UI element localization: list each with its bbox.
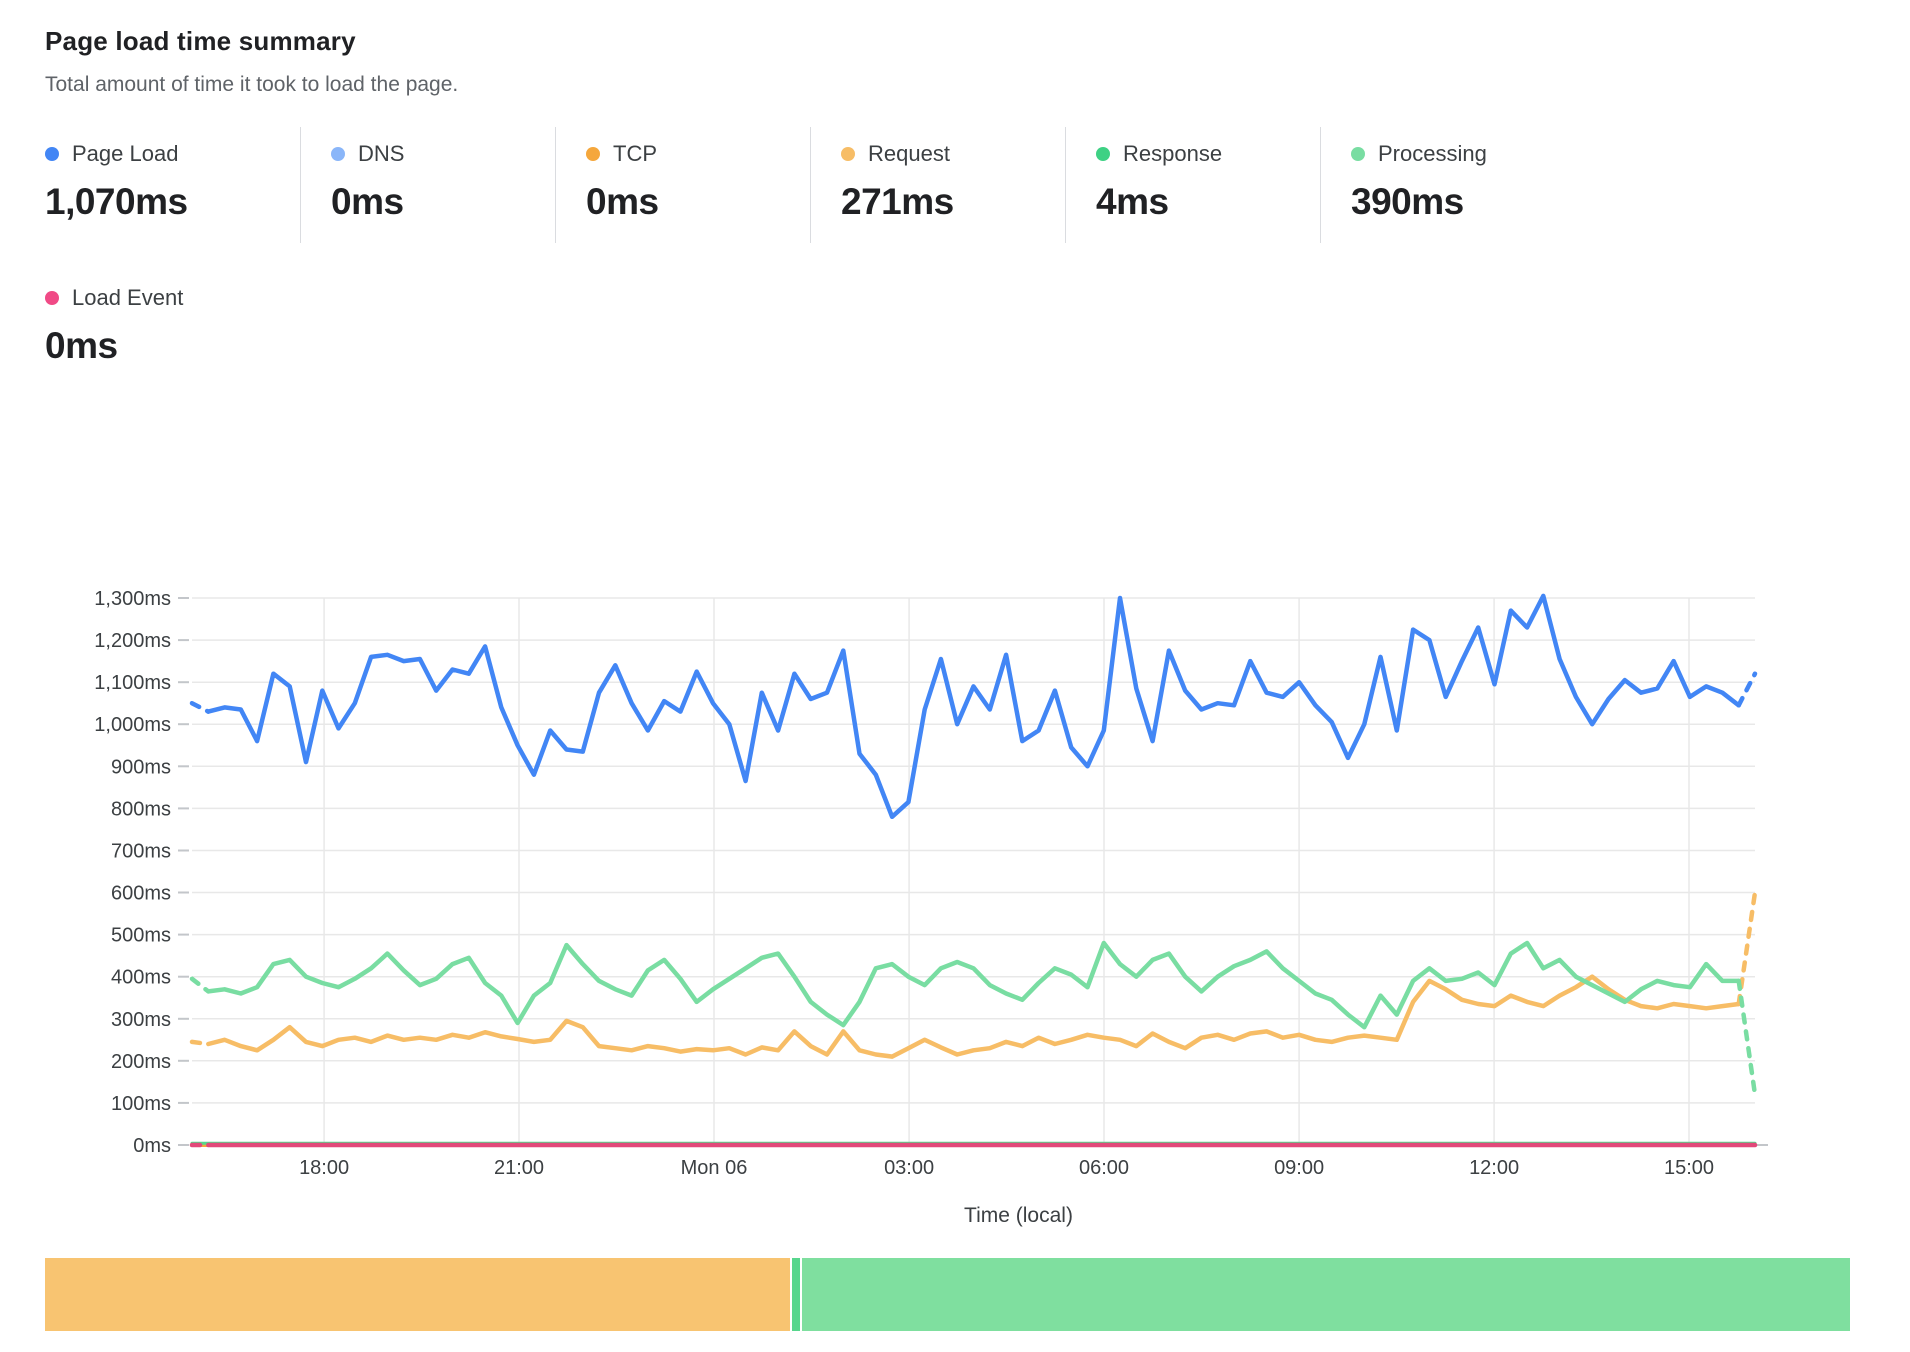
svg-text:03:00: 03:00 <box>884 1157 934 1179</box>
svg-text:1,000ms: 1,000ms <box>94 714 171 736</box>
metric-value: 0ms <box>331 181 404 222</box>
svg-text:300ms: 300ms <box>111 1009 171 1031</box>
svg-text:18:00: 18:00 <box>299 1157 349 1179</box>
svg-text:700ms: 700ms <box>111 841 171 863</box>
x-axis-title: Time (local) <box>964 1204 1073 1227</box>
metric-value: 1,070ms <box>45 181 188 222</box>
metric-label: Load Event <box>72 285 184 310</box>
metric-label: Request <box>868 141 950 166</box>
page-load-legend-dot-icon <box>45 147 59 161</box>
request-legend-dot-icon <box>841 147 855 161</box>
svg-text:200ms: 200ms <box>111 1051 171 1073</box>
range-divider[interactable] <box>792 1258 800 1331</box>
metric-request: Request 271ms <box>810 127 1065 243</box>
svg-text:500ms: 500ms <box>111 925 171 947</box>
svg-text:15:00: 15:00 <box>1664 1157 1714 1179</box>
svg-text:0ms: 0ms <box>133 1135 171 1157</box>
metric-response: Response 4ms <box>1065 127 1320 243</box>
svg-text:600ms: 600ms <box>111 883 171 905</box>
svg-text:100ms: 100ms <box>111 1093 171 1115</box>
svg-text:400ms: 400ms <box>111 967 171 989</box>
load-time-line-chart[interactable]: 0ms 100ms 200ms 300ms 400ms 500ms 600ms 700ms 80… <box>45 473 1785 1193</box>
processing-legend-dot-icon <box>1351 147 1365 161</box>
dns-legend-dot-icon <box>331 147 345 161</box>
request-range[interactable] <box>45 1258 790 1331</box>
load-time-chart-area: 0ms 100ms 200ms 300ms 400ms 500ms 600ms 700ms 80… <box>45 473 1910 1331</box>
svg-text:12:00: 12:00 <box>1469 1157 1519 1179</box>
processing-range[interactable] <box>802 1258 1850 1331</box>
metric-label: Processing <box>1378 141 1487 166</box>
metric-load-event: Load Event 0ms <box>45 271 300 387</box>
metric-tcp: TCP 0ms <box>555 127 810 243</box>
metric-label: Response <box>1123 141 1223 166</box>
svg-text:1,300ms: 1,300ms <box>94 588 171 610</box>
metric-value: 0ms <box>586 181 659 222</box>
time-range-bar[interactable] <box>45 1258 1852 1331</box>
metric-label: Page Load <box>72 141 179 166</box>
metric-value: 390ms <box>1351 181 1464 222</box>
metric-value: 4ms <box>1096 181 1169 222</box>
svg-text:1,100ms: 1,100ms <box>94 672 171 694</box>
metric-value: 271ms <box>841 181 954 222</box>
metric-value: 0ms <box>45 325 118 366</box>
svg-text:06:00: 06:00 <box>1079 1157 1129 1179</box>
svg-text:900ms: 900ms <box>111 756 171 778</box>
response-legend-dot-icon <box>1096 147 1110 161</box>
svg-text:1,200ms: 1,200ms <box>94 630 171 652</box>
metric-processing: Processing 390ms <box>1320 127 1575 243</box>
metric-label: DNS <box>358 141 405 166</box>
metric-page-load: Page Load 1,070ms <box>45 127 300 243</box>
metrics-row: Page Load 1,070ms DNS 0ms TCP 0ms Reques… <box>45 127 1865 243</box>
page-title: Page load time summary <box>45 26 356 56</box>
page-load-summary-panel: Page load time summary Total amount of t… <box>0 0 1910 387</box>
metrics-row-2: Load Event 0ms <box>45 271 1865 387</box>
tcp-legend-dot-icon <box>586 147 600 161</box>
svg-text:800ms: 800ms <box>111 798 171 820</box>
metric-dns: DNS 0ms <box>300 127 555 243</box>
page-subtitle: Total amount of time it took to load the… <box>45 73 459 96</box>
load-event-legend-dot-icon <box>45 291 59 305</box>
metric-label: TCP <box>613 141 657 166</box>
svg-text:Mon 06: Mon 06 <box>681 1157 748 1179</box>
svg-text:21:00: 21:00 <box>494 1157 544 1179</box>
svg-text:09:00: 09:00 <box>1274 1157 1324 1179</box>
